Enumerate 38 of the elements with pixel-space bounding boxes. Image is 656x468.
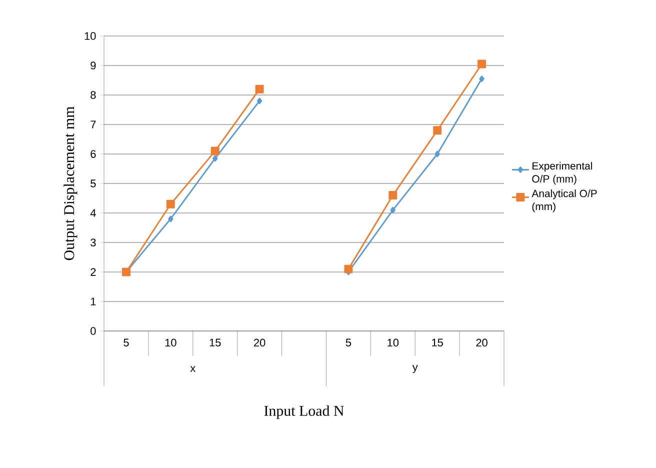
x-tick-label: 20 bbox=[476, 338, 488, 347]
point bbox=[433, 126, 442, 135]
point bbox=[344, 264, 353, 274]
y-tick-label: 6 bbox=[90, 150, 96, 158]
point bbox=[388, 191, 398, 200]
y-tick-label: 5 bbox=[90, 180, 96, 188]
y-tick-label: 8 bbox=[90, 91, 96, 99]
y-tick-label: 3 bbox=[90, 238, 96, 246]
point bbox=[255, 84, 264, 94]
y-axis-title: Output Displacement mm bbox=[64, 106, 78, 260]
y-tick-label: 9 bbox=[90, 62, 96, 70]
point bbox=[168, 216, 174, 222]
text: y bbox=[412, 364, 418, 374]
y-tick-label: 1 bbox=[90, 298, 96, 306]
x-tick-label: 5 bbox=[124, 338, 129, 346]
point bbox=[479, 76, 484, 82]
point bbox=[256, 98, 262, 104]
point bbox=[212, 155, 218, 162]
point bbox=[434, 150, 440, 158]
y-tick-label: 4 bbox=[90, 209, 96, 217]
point bbox=[210, 146, 220, 156]
x-tick-label: 10 bbox=[165, 338, 176, 347]
y-tick-label: 2 bbox=[90, 268, 96, 276]
x-tick-label: 20 bbox=[254, 338, 266, 347]
x-tick-label: 15 bbox=[432, 338, 443, 346]
x-tick-label: 10 bbox=[388, 338, 399, 347]
y-tick-label: 0 bbox=[90, 327, 96, 335]
point bbox=[478, 60, 486, 68]
x-tick-label: 5 bbox=[346, 338, 352, 346]
y-tick-label: 7 bbox=[90, 120, 96, 128]
x-axis-title: Input Load N bbox=[264, 405, 344, 419]
text: x bbox=[190, 366, 196, 372]
point bbox=[390, 206, 396, 214]
x-tick-label: 15 bbox=[210, 338, 221, 346]
point bbox=[166, 200, 175, 208]
legend-label: Experimental O/P (mm) bbox=[532, 162, 592, 185]
y-tick-label: 10 bbox=[84, 32, 96, 40]
legend-label: Analytical O/P (mm) bbox=[532, 189, 597, 212]
